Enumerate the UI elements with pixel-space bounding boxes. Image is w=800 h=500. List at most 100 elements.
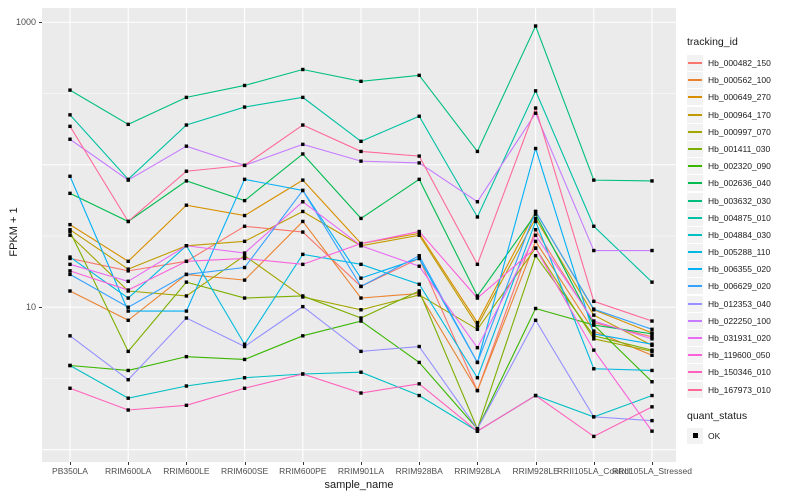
legend-key-line-icon <box>687 330 703 346</box>
x-tick-mark <box>652 462 653 465</box>
x-tick-label-RRIM928LE: RRIM928LE <box>512 466 559 476</box>
x-tick-mark <box>419 462 421 465</box>
y-axis-title: FPKM + 1 <box>8 207 20 257</box>
legend-entry-Hb_003632_030: Hb_003632_030 <box>687 192 799 209</box>
gridlines <box>42 8 676 462</box>
legend-entry-Hb_031931_020: Hb_031931_020 <box>687 330 799 346</box>
legend-key-line-icon <box>687 226 703 243</box>
legend-entry-Hb_000482_150: Hb_000482_150 <box>687 55 799 71</box>
x-tick-label-RRIM600SE: RRIM600SE <box>220 466 269 476</box>
legend-label: Hb_001411_030 <box>708 143 771 154</box>
legend-key-line-icon <box>687 244 703 261</box>
quant-status-legend: quant_status OK <box>687 410 799 444</box>
legend-key-line-icon <box>687 72 703 89</box>
x-tick-label-PB350LA: PB350LA <box>52 466 88 476</box>
legend-label: Hb_005288_110 <box>708 247 771 258</box>
legend-entry-Hb_167973_010: Hb_167973_010 <box>687 381 799 398</box>
legend-label: Hb_119600_050 <box>708 350 771 361</box>
legend-entry-Hb_150346_010: Hb_150346_010 <box>687 364 799 381</box>
legend-label: Hb_004875_010 <box>708 212 771 223</box>
legend-entry-Hb_119600_050: Hb_119600_050 <box>687 347 799 364</box>
legend-label: Hb_000997_070 <box>708 126 771 137</box>
legend-entry-Hb_002636_040: Hb_002636_040 <box>687 175 799 192</box>
legend-label: Hb_000964_170 <box>708 109 771 120</box>
legend-label: Hb_003632_030 <box>708 195 771 206</box>
legend-key-line-icon <box>687 89 703 106</box>
legend-label: Hb_000482_150 <box>708 58 771 68</box>
x-tick-mark <box>302 462 304 465</box>
legend-key-line-icon <box>687 123 703 140</box>
legend-entry-Hb_012353_040: Hb_012353_040 <box>687 295 799 312</box>
legend-key-line-icon <box>687 295 703 312</box>
x-tick-label-RRIM928LA: RRIM928LA <box>454 466 501 476</box>
legend-label: Hb_002320_090 <box>708 161 771 172</box>
legend-key-line-icon <box>687 381 703 398</box>
x-tick-mark <box>535 462 537 465</box>
legend-entry-Hb_022250_100: Hb_022250_100 <box>687 312 799 329</box>
legend-label: Hb_000649_270 <box>708 92 771 103</box>
legend-entry-Hb_006355_020: Hb_006355_020 <box>687 261 799 278</box>
legend-key-line-icon <box>687 278 703 295</box>
legend-label: Hb_167973_010 <box>708 384 771 395</box>
y-tick-label-10: 10 <box>25 301 36 312</box>
x-tick-mark <box>593 462 595 465</box>
legend-label: Hb_150346_010 <box>708 367 771 378</box>
legend-entry-Hb_005288_110: Hb_005288_110 <box>687 244 799 261</box>
black-square-marker-icon <box>687 427 703 444</box>
legend-key-line-icon <box>687 364 703 381</box>
legend-key-line-icon <box>687 209 703 226</box>
x-tick-mark <box>186 462 188 465</box>
legend-key-line-icon <box>687 140 703 157</box>
legend-key-line-icon <box>687 106 703 123</box>
legend-label: Hb_000562_100 <box>708 75 771 86</box>
legend-entry-Hb_000649_270: Hb_000649_270 <box>687 89 799 106</box>
plot-panel <box>42 8 676 462</box>
quant-status-entry: OK <box>687 427 799 444</box>
legend-label: Hb_006355_020 <box>708 264 771 275</box>
x-tick-label-RRIM600PE: RRIM600PE <box>279 466 327 476</box>
legend-key-line-icon <box>687 261 703 278</box>
x-tick-label-RRII105LA_Stressed: RRII105LA_Stressed <box>612 466 692 476</box>
quant-status-title: quant_status <box>687 409 748 422</box>
legend-key-line-icon <box>687 55 703 71</box>
legend-entry-Hb_004884_030: Hb_004884_030 <box>687 226 799 243</box>
legend: tracking_id Hb_000482_150 Hb_000562_100 Hb… <box>687 36 799 445</box>
legend-entry-Hb_004875_010: Hb_004875_010 <box>687 209 799 226</box>
x-tick-mark <box>128 462 130 465</box>
legend-label: Hb_004884_030 <box>708 229 771 240</box>
plot-area-svg <box>42 8 676 462</box>
legend-label: Hb_006629_020 <box>708 281 771 292</box>
legend-title: tracking_id <box>687 36 738 48</box>
legend-entry-Hb_006629_020: Hb_006629_020 <box>687 278 799 295</box>
x-tick-mark <box>477 462 479 465</box>
legend-entry-Hb_000997_070: Hb_000997_070 <box>687 123 799 140</box>
y-tick-label-1000: 1000 <box>15 16 36 27</box>
x-tick-mark <box>70 462 71 465</box>
legend-key-line-icon <box>687 175 703 192</box>
x-tick-label-RRIM928BA: RRIM928BA <box>395 466 443 476</box>
x-tick-label-RRIM600LE: RRIM600LE <box>163 466 210 476</box>
legend-entry-Hb_002320_090: Hb_002320_090 <box>687 158 799 175</box>
data-points <box>68 24 654 439</box>
legend-label: Hb_012353_040 <box>708 298 771 309</box>
legend-label: Hb_002636_040 <box>708 178 771 189</box>
legend-key-line-icon <box>687 347 703 364</box>
x-tick-mark <box>244 462 246 465</box>
legend-entry-Hb_000964_170: Hb_000964_170 <box>687 106 799 123</box>
legend-label: Hb_022250_100 <box>708 315 771 326</box>
legend-key-line-icon <box>687 158 703 175</box>
legend-label: Hb_031931_020 <box>708 333 771 343</box>
legend-entry-Hb_000562_100: Hb_000562_100 <box>687 72 799 89</box>
y-tick-mark <box>39 307 42 309</box>
x-tick-label-RRII105LA_Control: RRII105LA_Control <box>556 466 631 476</box>
legend-key-line-icon <box>687 192 703 209</box>
x-tick-label-RRIM600LA: RRIM600LA <box>105 466 152 476</box>
legend-key-line-icon <box>687 312 703 329</box>
legend-entry-Hb_001411_030: Hb_001411_030 <box>687 140 799 157</box>
x-tick-mark <box>361 462 362 465</box>
quant-status-label: OK <box>708 430 721 441</box>
x-axis-title: sample_name <box>324 479 394 491</box>
x-tick-label-RRIM901LA: RRIM901LA <box>337 466 385 476</box>
y-tick-mark <box>39 22 42 24</box>
